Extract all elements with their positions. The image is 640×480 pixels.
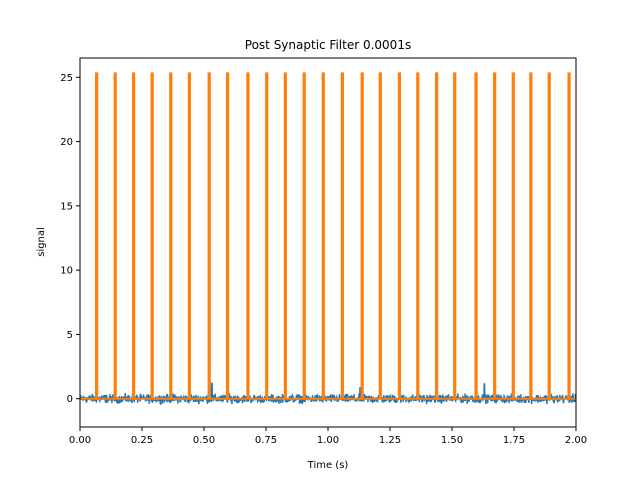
- y-tick-label: 15: [60, 201, 73, 212]
- y-axis-label: signal: [36, 227, 47, 257]
- x-tick-label: 0.25: [131, 435, 153, 446]
- series-spike-train-line: [80, 72, 576, 400]
- plot-area: [80, 72, 576, 405]
- y-tick-label: 20: [60, 137, 73, 148]
- y-tick-label: 5: [67, 330, 73, 341]
- x-tick-label: 0.75: [255, 435, 277, 446]
- y-axis: 0 5 10 15 20 25: [60, 73, 80, 405]
- chart-title: Post Synaptic Filter 0.0001s: [245, 38, 411, 52]
- x-axis-label: Time (s): [307, 460, 349, 471]
- x-tick-label: 0.50: [193, 435, 215, 446]
- y-tick-label: 0: [67, 394, 73, 405]
- x-axis: 0.00 0.25 0.50 0.75 1.00 1.25 1.50 1.75 2.00: [69, 427, 587, 446]
- x-tick-label: 1.25: [379, 435, 401, 446]
- x-tick-label: 1.50: [441, 435, 463, 446]
- x-tick-label: 1.00: [317, 435, 339, 446]
- y-tick-label: 25: [60, 73, 73, 84]
- x-tick-label: 0.00: [69, 435, 91, 446]
- y-tick-label: 10: [60, 266, 73, 277]
- x-tick-label: 1.75: [503, 435, 525, 446]
- x-tick-label: 2.00: [565, 435, 587, 446]
